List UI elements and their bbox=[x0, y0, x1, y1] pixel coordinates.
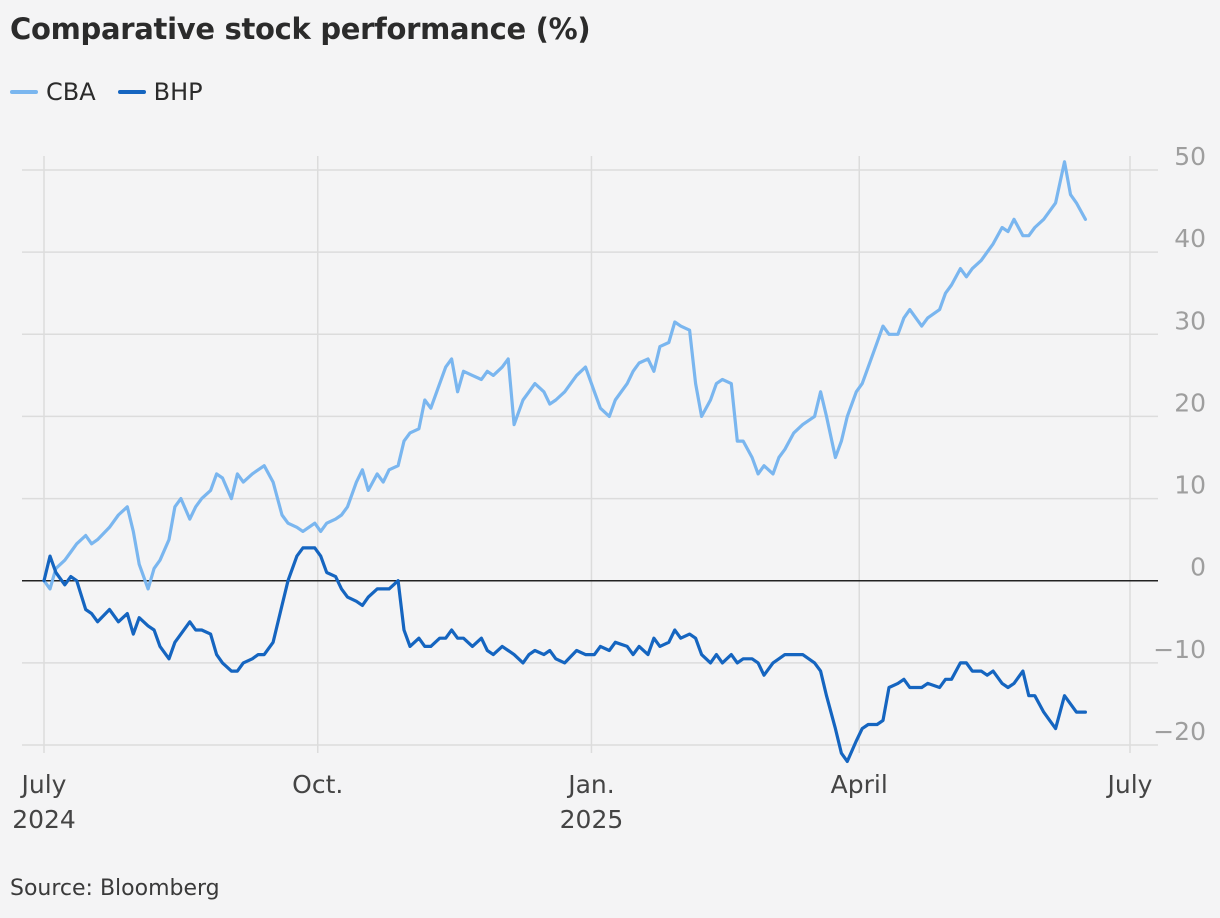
series-line-bhp bbox=[42, 546, 1087, 763]
legend-swatch-bhp bbox=[117, 90, 146, 94]
legend: CBA BHP bbox=[10, 78, 203, 106]
y-tick-label: 30 bbox=[1174, 306, 1206, 335]
x-tick-label: July bbox=[1106, 770, 1153, 799]
source-note: Source: Bloomberg bbox=[10, 876, 220, 901]
y-tick-label: 0 bbox=[1190, 553, 1206, 582]
y-tick-label: −10 bbox=[1153, 635, 1206, 664]
x-tick-label: Oct. bbox=[292, 770, 343, 799]
legend-item-cba: CBA bbox=[10, 78, 96, 106]
y-tick-label: 50 bbox=[1174, 142, 1206, 171]
x-tick-label: April bbox=[831, 770, 888, 799]
y-tick-label: 20 bbox=[1174, 388, 1206, 417]
legend-label-cba: CBA bbox=[46, 78, 96, 106]
y-tick-label: −20 bbox=[1153, 717, 1206, 746]
legend-label-bhp: BHP bbox=[153, 78, 203, 106]
legend-item-bhp: BHP bbox=[117, 78, 203, 106]
y-tick-label: 40 bbox=[1174, 224, 1206, 253]
x-tick-year-label: 2024 bbox=[12, 805, 76, 834]
x-tick-label: July bbox=[20, 770, 67, 799]
y-tick-label: 10 bbox=[1174, 471, 1206, 500]
chart-title: Comparative stock performance (%) bbox=[10, 12, 591, 46]
series-line-cba bbox=[42, 160, 1087, 591]
x-tick-year-label: 2025 bbox=[560, 805, 624, 834]
legend-swatch-cba bbox=[10, 90, 38, 94]
x-tick-label: Jan. bbox=[566, 770, 614, 799]
